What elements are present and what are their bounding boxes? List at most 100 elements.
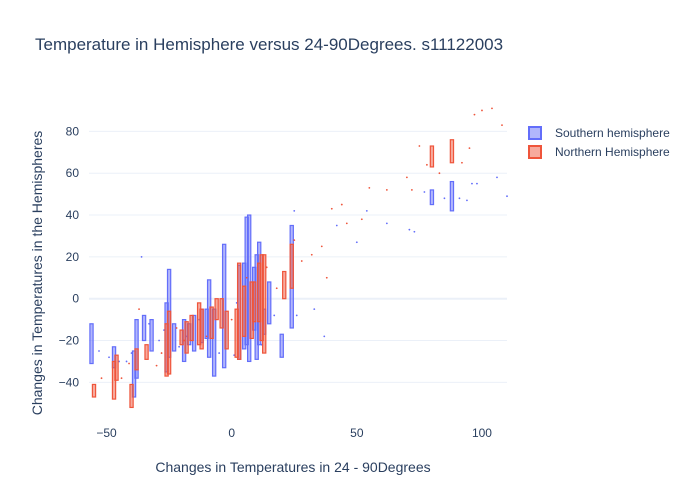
box-mark[interactable]	[279, 333, 284, 358]
box-mark[interactable]	[89, 323, 94, 365]
outlier-point[interactable]	[178, 345, 181, 348]
outlier-point[interactable]	[160, 352, 163, 354]
outlier-point[interactable]	[245, 276, 248, 279]
outlier-point[interactable]	[148, 322, 150, 325]
outlier-point[interactable]	[313, 308, 316, 311]
outlier-point[interactable]	[468, 147, 471, 150]
outlier-point[interactable]	[365, 209, 368, 212]
y-axis-ticks: −40 −20 0 20 40 60 80	[59, 124, 80, 389]
box-mark[interactable]	[166, 310, 172, 375]
outlier-point[interactable]	[158, 339, 160, 342]
box-mark[interactable]	[209, 306, 214, 340]
outlier-point[interactable]	[128, 362, 130, 365]
box-mark[interactable]	[144, 344, 149, 360]
box-mark[interactable]	[141, 314, 147, 342]
outlier-point[interactable]	[310, 253, 313, 256]
box-mark[interactable]	[449, 139, 455, 164]
outlier-point[interactable]	[300, 260, 303, 262]
outlier-point[interactable]	[423, 191, 426, 193]
outlier-point[interactable]	[461, 161, 463, 164]
box-mark[interactable]	[429, 145, 435, 168]
box-mark[interactable]	[199, 308, 204, 350]
outlier-point[interactable]	[355, 241, 358, 244]
outlier-point[interactable]	[155, 364, 158, 367]
box-mark[interactable]	[114, 354, 119, 381]
box-mark[interactable]	[134, 348, 139, 371]
box-mark[interactable]	[149, 319, 154, 352]
outlier-point[interactable]	[458, 197, 461, 200]
outlier-point[interactable]	[408, 228, 411, 231]
outlier-point[interactable]	[230, 318, 233, 321]
outlier-point[interactable]	[205, 335, 208, 338]
outlier-point[interactable]	[491, 107, 493, 110]
box-mark[interactable]	[267, 281, 272, 325]
outlier-point[interactable]	[466, 199, 468, 202]
outlier-point[interactable]	[140, 255, 143, 258]
box-mark[interactable]	[224, 310, 229, 350]
box-mark[interactable]	[171, 323, 177, 352]
outlier-point[interactable]	[130, 352, 133, 354]
outlier-point[interactable]	[506, 195, 508, 198]
outlier-point[interactable]	[413, 230, 416, 233]
box-mark[interactable]	[179, 329, 184, 346]
outlier-point[interactable]	[293, 209, 296, 212]
outlier-point[interactable]	[295, 314, 298, 317]
outlier-point[interactable]	[330, 207, 333, 210]
legend-item[interactable]: Northern Hemisphere	[528, 145, 670, 159]
x-axis-ticks: −50 0 50 100	[96, 426, 492, 440]
outlier-point[interactable]	[471, 182, 473, 185]
outlier-point[interactable]	[426, 163, 428, 166]
outlier-point[interactable]	[183, 339, 186, 342]
outlier-point[interactable]	[360, 218, 363, 221]
outlier-point[interactable]	[120, 377, 123, 380]
outlier-point[interactable]	[125, 360, 128, 363]
outlier-point[interactable]	[405, 176, 408, 179]
outlier-point[interactable]	[345, 222, 348, 225]
outlier-point[interactable]	[473, 113, 476, 116]
box-mark[interactable]	[289, 243, 294, 289]
legend-swatch	[528, 145, 542, 159]
box-mark[interactable]	[236, 262, 242, 360]
outlier-point[interactable]	[496, 176, 498, 179]
outlier-point[interactable]	[108, 356, 110, 359]
box-mark[interactable]	[251, 281, 257, 323]
outlier-point[interactable]	[325, 276, 328, 279]
outlier-point[interactable]	[368, 186, 371, 189]
box-mark[interactable]	[449, 180, 455, 212]
outlier-point[interactable]	[293, 239, 296, 242]
box-mark[interactable]	[211, 308, 217, 377]
outlier-point[interactable]	[138, 308, 140, 311]
outlier-point[interactable]	[501, 124, 503, 126]
box-mark[interactable]	[282, 270, 287, 300]
outlier-point[interactable]	[443, 197, 446, 200]
outlier-point[interactable]	[320, 245, 323, 248]
outlier-point[interactable]	[340, 203, 343, 206]
box-mark[interactable]	[241, 285, 247, 337]
outlier-point[interactable]	[175, 327, 178, 329]
outlier-point[interactable]	[273, 314, 276, 317]
legend[interactable]: Southern hemisphere Northern Hemisphere	[528, 126, 670, 159]
box-mark[interactable]	[219, 298, 224, 329]
outlier-point[interactable]	[100, 377, 103, 380]
outlier-point[interactable]	[410, 189, 413, 191]
box-mark[interactable]	[91, 383, 97, 398]
outlier-point[interactable]	[385, 222, 388, 225]
outlier-point[interactable]	[98, 350, 100, 352]
outlier-point[interactable]	[265, 266, 268, 269]
outlier-point[interactable]	[438, 172, 441, 175]
box-mark[interactable]	[262, 254, 267, 354]
box-mark[interactable]	[129, 383, 134, 409]
outlier-point[interactable]	[275, 287, 278, 290]
outlier-point[interactable]	[323, 335, 326, 338]
legend-item[interactable]: Southern hemisphere	[528, 126, 670, 140]
outlier-point[interactable]	[481, 109, 483, 112]
outlier-point[interactable]	[385, 189, 388, 191]
outlier-point[interactable]	[418, 145, 421, 147]
outlier-point[interactable]	[218, 352, 221, 354]
box-mark[interactable]	[429, 189, 435, 206]
outlier-point[interactable]	[335, 224, 338, 227]
box-mark[interactable]	[184, 321, 189, 354]
box-mark[interactable]	[189, 314, 194, 342]
outlier-point[interactable]	[476, 182, 478, 185]
box-mark[interactable]	[214, 298, 219, 321]
